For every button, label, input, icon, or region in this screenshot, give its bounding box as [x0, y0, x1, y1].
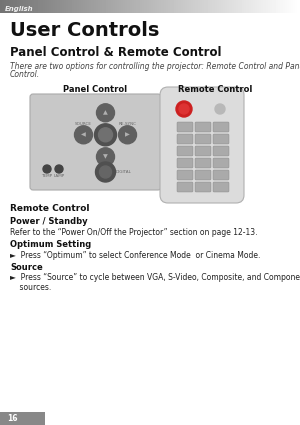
Text: ▲: ▲ — [103, 110, 108, 115]
Text: DIGITAL: DIGITAL — [116, 170, 131, 174]
FancyBboxPatch shape — [0, 412, 45, 425]
Text: SOURCE: SOURCE — [75, 122, 92, 126]
Text: RE-SYNC: RE-SYNC — [118, 122, 136, 126]
Circle shape — [97, 148, 115, 166]
Text: ►  Press “Optimum” to select Conference Mode  or Cinema Mode.: ► Press “Optimum” to select Conference M… — [10, 250, 260, 260]
FancyBboxPatch shape — [195, 122, 211, 132]
Text: User Controls: User Controls — [10, 20, 159, 40]
FancyBboxPatch shape — [195, 182, 211, 192]
FancyBboxPatch shape — [177, 134, 193, 144]
Circle shape — [97, 104, 115, 122]
Text: Panel Control: Panel Control — [63, 85, 127, 94]
Circle shape — [55, 165, 63, 173]
Text: ►  Press “Source” to cycle between VGA, S-Video, Composite, and Component: ► Press “Source” to cycle between VGA, S… — [10, 274, 300, 283]
FancyBboxPatch shape — [195, 158, 211, 168]
Text: ◀: ◀ — [81, 132, 86, 137]
Text: sources.: sources. — [10, 283, 51, 292]
Text: Optimum Setting: Optimum Setting — [10, 240, 91, 249]
Text: Control.: Control. — [10, 70, 40, 79]
Text: Refer to the “Power On/Off the Projector” section on page 12-13.: Refer to the “Power On/Off the Projector… — [10, 227, 257, 236]
Text: LAMP: LAMP — [53, 174, 64, 178]
FancyBboxPatch shape — [213, 146, 229, 156]
FancyBboxPatch shape — [195, 170, 211, 180]
FancyBboxPatch shape — [213, 122, 229, 132]
Circle shape — [98, 128, 112, 142]
FancyBboxPatch shape — [177, 146, 193, 156]
Text: English: English — [5, 6, 34, 12]
Circle shape — [43, 165, 51, 173]
FancyBboxPatch shape — [195, 134, 211, 144]
Circle shape — [74, 126, 92, 144]
Text: Panel Control & Remote Control: Panel Control & Remote Control — [10, 45, 221, 59]
FancyBboxPatch shape — [213, 134, 229, 144]
Text: Source: Source — [10, 263, 43, 272]
Circle shape — [95, 162, 116, 182]
FancyBboxPatch shape — [195, 146, 211, 156]
Circle shape — [94, 124, 116, 146]
Circle shape — [215, 104, 225, 114]
Text: Remote Control: Remote Control — [10, 204, 89, 212]
FancyBboxPatch shape — [213, 170, 229, 180]
Text: TEMP: TEMP — [41, 174, 52, 178]
FancyBboxPatch shape — [177, 170, 193, 180]
Circle shape — [179, 104, 189, 114]
Text: 16: 16 — [7, 414, 17, 423]
FancyBboxPatch shape — [177, 182, 193, 192]
Circle shape — [100, 166, 112, 178]
FancyBboxPatch shape — [30, 94, 161, 190]
Circle shape — [176, 101, 192, 117]
Text: ▶: ▶ — [125, 132, 130, 137]
FancyBboxPatch shape — [213, 182, 229, 192]
FancyBboxPatch shape — [177, 122, 193, 132]
Text: Remote Control: Remote Control — [178, 85, 252, 94]
FancyBboxPatch shape — [177, 158, 193, 168]
FancyBboxPatch shape — [213, 158, 229, 168]
Text: Power / Standby: Power / Standby — [10, 216, 88, 226]
Text: ▼: ▼ — [103, 154, 108, 159]
Circle shape — [118, 126, 136, 144]
Text: There are two options for controlling the projector: Remote Control and Panel: There are two options for controlling th… — [10, 62, 300, 71]
FancyBboxPatch shape — [160, 87, 244, 203]
